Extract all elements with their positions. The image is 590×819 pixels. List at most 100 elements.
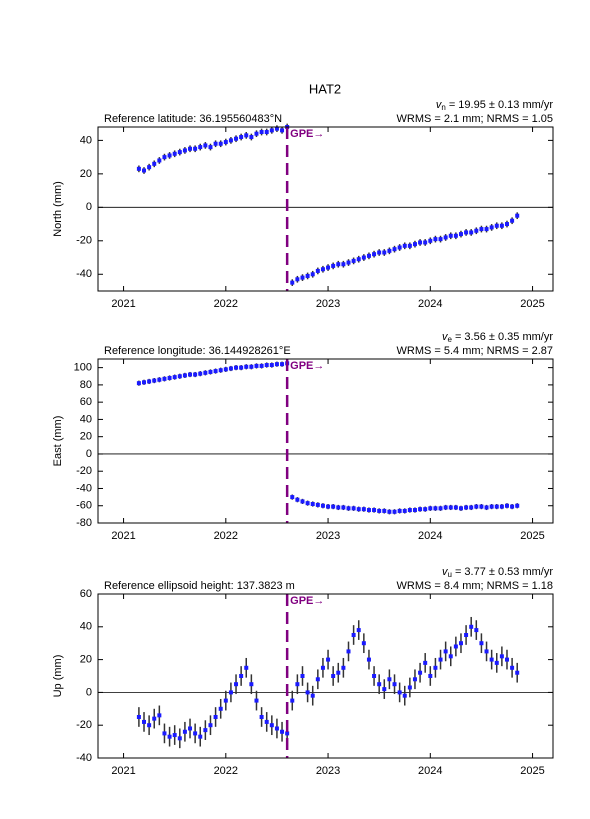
- y-tick-label: 80: [80, 379, 92, 391]
- data-point: [346, 506, 351, 511]
- data-point: [315, 502, 320, 507]
- y-tick-label: -40: [76, 752, 92, 764]
- data-point: [397, 690, 402, 695]
- velocity-text: = 3.77 ± 0.53 mm/yr: [452, 566, 553, 578]
- x-tick-label: 2022: [214, 530, 238, 542]
- data-point: [188, 146, 193, 151]
- data-point: [193, 372, 198, 377]
- data-point: [218, 368, 223, 373]
- data-point: [320, 665, 325, 670]
- data-point: [208, 369, 213, 374]
- data-point: [239, 365, 244, 370]
- data-point: [269, 128, 274, 133]
- y-tick-label: -80: [76, 517, 92, 529]
- gpe-label: GPE→: [290, 360, 324, 372]
- x-tick-label: 2022: [214, 765, 238, 777]
- data-point: [382, 508, 387, 513]
- data-point: [515, 503, 520, 508]
- data-point: [387, 509, 392, 514]
- data-point: [484, 505, 489, 510]
- data-point: [366, 508, 371, 513]
- data-point: [361, 507, 366, 512]
- data-point: [152, 716, 157, 721]
- velocity-text: = 3.56 ± 0.35 mm/yr: [452, 331, 553, 343]
- data-point: [136, 381, 141, 386]
- data-point: [356, 507, 361, 512]
- data-point: [157, 713, 162, 718]
- data-point: [469, 505, 474, 510]
- data-point: [504, 503, 509, 508]
- data-point: [147, 723, 152, 728]
- velocity-text: = 19.95 ± 0.13 mm/yr: [446, 99, 554, 111]
- data-point: [218, 141, 223, 146]
- data-point: [428, 674, 433, 678]
- data-point: [203, 143, 208, 148]
- data-point: [239, 135, 244, 140]
- data-point: [147, 165, 152, 170]
- data-point: [479, 641, 484, 646]
- data-point: [177, 736, 182, 741]
- x-tick-label: 2023: [316, 530, 340, 542]
- data-point: [300, 674, 305, 678]
- data-point: [412, 677, 417, 682]
- data-point: [295, 682, 300, 687]
- data-point: [458, 641, 463, 646]
- data-point: [515, 670, 520, 675]
- data-point: [280, 729, 285, 734]
- stats-label: WRMS = 5.4 mm; NRMS = 2.87: [397, 345, 553, 357]
- data-point: [331, 504, 336, 509]
- data-point: [136, 715, 141, 719]
- data-point: [346, 260, 351, 265]
- data-point: [228, 366, 233, 371]
- data-point: [254, 131, 259, 136]
- data-point: [336, 505, 341, 510]
- data-point: [290, 280, 295, 285]
- data-point: [438, 506, 443, 511]
- data-point: [443, 235, 448, 240]
- data-point: [198, 371, 203, 376]
- velocity-label: ve = 3.56 ± 0.35 mm/yr: [442, 331, 553, 344]
- data-point: [244, 364, 249, 369]
- data-point: [458, 506, 463, 511]
- data-point: [402, 243, 407, 248]
- data-point: [136, 166, 141, 171]
- data-point: [228, 138, 233, 143]
- x-tick-label: 2023: [316, 298, 340, 310]
- data-point: [249, 682, 254, 687]
- velocity-label: vu = 3.77 ± 0.53 mm/yr: [442, 566, 553, 579]
- data-point: [484, 227, 489, 232]
- data-point: [433, 506, 438, 511]
- data-point: [152, 378, 157, 383]
- gpe-label: GPE→: [290, 128, 324, 140]
- data-point: [239, 674, 244, 678]
- x-tick-label: 2021: [111, 530, 135, 542]
- data-point: [208, 145, 213, 150]
- data-point: [269, 363, 274, 368]
- data-point: [147, 379, 152, 384]
- data-point: [264, 130, 269, 135]
- data-point: [510, 218, 515, 223]
- data-point: [464, 633, 469, 637]
- y-axis-label: North (mm): [52, 181, 64, 237]
- data-point: [157, 377, 162, 382]
- data-point: [274, 126, 279, 131]
- data-point: [382, 250, 387, 255]
- data-point: [377, 682, 382, 687]
- data-point: [341, 262, 346, 267]
- data-point: [213, 141, 218, 146]
- data-point: [177, 374, 182, 379]
- data-point: [453, 505, 458, 510]
- data-point: [295, 497, 300, 502]
- data-point: [372, 508, 377, 513]
- data-point: [310, 693, 315, 698]
- y-tick-label: 100: [74, 362, 92, 374]
- data-point: [407, 243, 412, 248]
- data-point: [177, 150, 182, 155]
- data-point: [264, 363, 269, 368]
- data-point: [326, 504, 331, 509]
- data-point: [172, 733, 177, 738]
- data-point: [218, 706, 223, 711]
- reference-label: Reference latitude: 36.195560483°N: [104, 113, 282, 125]
- data-point: [331, 674, 336, 678]
- data-point: [428, 238, 433, 243]
